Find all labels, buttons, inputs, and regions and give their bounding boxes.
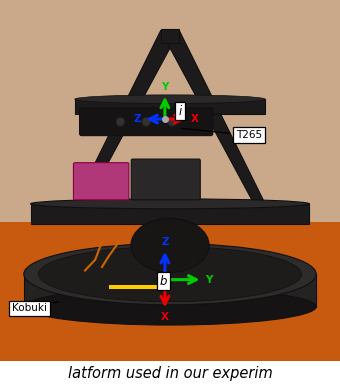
- Text: Kobuki: Kobuki: [12, 302, 58, 314]
- Ellipse shape: [24, 288, 316, 325]
- Text: X: X: [161, 312, 169, 322]
- Bar: [0, 0, 340, 222]
- Text: Z: Z: [134, 114, 141, 124]
- Text: X: X: [191, 114, 199, 124]
- Bar: [109, 285, 167, 289]
- Text: Y: Y: [205, 275, 212, 285]
- Bar: [161, 29, 180, 43]
- Ellipse shape: [31, 199, 309, 209]
- Bar: [0, 222, 340, 361]
- Ellipse shape: [75, 95, 265, 103]
- Text: latform used in our experim: latform used in our experim: [68, 367, 272, 381]
- Text: Y: Y: [161, 82, 169, 92]
- Text: T265: T265: [181, 128, 262, 140]
- Text: Z: Z: [161, 238, 169, 247]
- FancyBboxPatch shape: [80, 108, 213, 136]
- Text: $b$: $b$: [159, 274, 168, 288]
- Polygon shape: [161, 31, 265, 204]
- Bar: [24, 274, 316, 307]
- Ellipse shape: [116, 117, 124, 126]
- FancyBboxPatch shape: [131, 159, 200, 200]
- FancyBboxPatch shape: [73, 163, 129, 200]
- Ellipse shape: [131, 218, 209, 272]
- Ellipse shape: [38, 246, 302, 302]
- Ellipse shape: [168, 117, 176, 126]
- Bar: [75, 99, 265, 113]
- Bar: [31, 204, 309, 224]
- Ellipse shape: [24, 243, 316, 305]
- Text: $i$: $i$: [177, 104, 183, 118]
- Polygon shape: [75, 31, 180, 204]
- Ellipse shape: [142, 117, 150, 126]
